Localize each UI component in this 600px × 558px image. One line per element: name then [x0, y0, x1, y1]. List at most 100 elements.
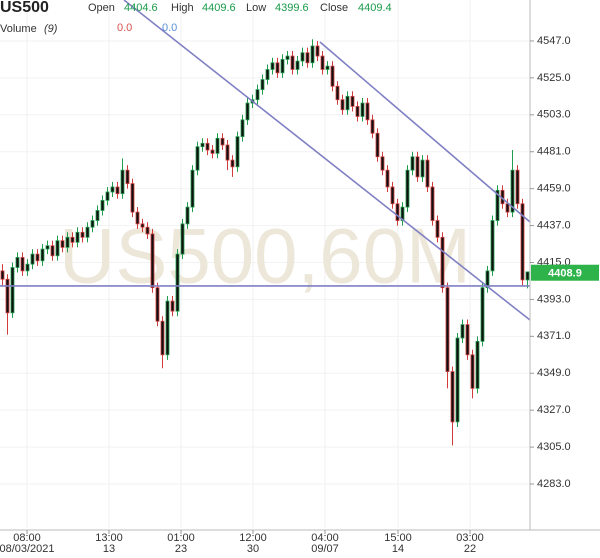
ohlc-value: 4409.4	[358, 2, 392, 14]
candle-body	[160, 320, 165, 356]
y-tick-label: 4283.0	[537, 478, 571, 490]
last-price-badge	[531, 264, 599, 281]
candle-body	[440, 236, 445, 289]
ohlc-label: High	[171, 2, 194, 14]
candle-body	[45, 245, 50, 250]
candle-body	[105, 191, 110, 201]
candle-body	[190, 169, 195, 208]
candle-body	[85, 226, 90, 238]
candle-body	[245, 102, 250, 121]
candle-body	[420, 159, 425, 178]
candle-body	[175, 253, 180, 312]
x-tick-date: 09/07	[311, 543, 339, 555]
y-tick-label: 4305.0	[537, 441, 571, 453]
candle-body	[485, 270, 490, 289]
candle-body	[415, 156, 420, 178]
candle-body	[25, 263, 30, 272]
candle-body	[235, 136, 240, 168]
candle-body	[445, 287, 450, 372]
candle-body	[140, 223, 145, 228]
candle-body	[495, 189, 500, 221]
x-tick-label: 01:00	[167, 532, 195, 544]
candle-body	[280, 59, 285, 74]
candle-body	[320, 55, 325, 70]
candle-body	[90, 220, 95, 228]
candle-body	[480, 287, 485, 342]
y-tick-label: 4371.0	[537, 330, 571, 342]
candle-body	[40, 248, 45, 262]
candle-body	[265, 69, 270, 80]
plot	[0, 0, 531, 446]
ohlc-value: 4399.6	[275, 2, 309, 14]
candle-body	[390, 186, 395, 205]
candle-body	[270, 62, 275, 70]
y-tick-label: 4349.0	[537, 367, 571, 379]
candle-body	[295, 60, 300, 70]
candle-body	[255, 89, 260, 101]
candle-body	[225, 144, 230, 161]
candle-body	[505, 203, 510, 213]
candle-body	[145, 226, 150, 235]
trend-line	[123, 0, 531, 321]
candle-body	[165, 300, 170, 356]
volume-value: 0.0	[117, 22, 132, 34]
x-tick-label: 03:00	[456, 532, 484, 544]
candle-body	[425, 159, 430, 188]
candle-body	[455, 337, 460, 423]
candle-body	[100, 199, 105, 211]
candle-body	[95, 210, 100, 221]
trend-line	[319, 41, 531, 223]
candle-body	[290, 55, 295, 70]
volume-value: 0.0	[162, 22, 177, 34]
candle-body	[170, 300, 175, 312]
candle-body	[430, 186, 435, 221]
candle-body	[375, 132, 380, 158]
x-tick-date: 30	[247, 543, 259, 555]
candle-body	[115, 186, 120, 195]
candle-body	[515, 169, 520, 205]
candle-body	[475, 340, 480, 389]
candle-body	[470, 354, 475, 389]
symbol: US500	[0, 0, 49, 16]
x-tick-date: 22	[464, 543, 476, 555]
candle-body	[240, 119, 245, 138]
candle-body	[185, 206, 190, 225]
candle-body	[410, 156, 415, 171]
candle-body	[260, 79, 265, 91]
grid	[0, 0, 530, 528]
candle-body	[15, 257, 20, 268]
y-tick-label: 4393.0	[537, 293, 571, 305]
ohlc-label: Open	[88, 2, 115, 14]
candle-body	[355, 106, 360, 117]
candle-body	[370, 119, 375, 134]
candle-body	[450, 371, 455, 423]
y-tick-label: 4459.0	[537, 183, 571, 195]
candle-body	[435, 220, 440, 238]
candle-body	[10, 267, 15, 314]
candle-body	[345, 95, 350, 111]
candle-body	[385, 169, 390, 188]
y-tick-label: 4327.0	[537, 404, 571, 416]
candle-body	[5, 278, 10, 314]
candle-body	[130, 183, 135, 213]
candle-body	[380, 156, 385, 171]
candle-body	[395, 203, 400, 221]
candle-body	[220, 137, 225, 146]
candle-body	[335, 85, 340, 101]
candle-body	[315, 45, 320, 57]
candle-body	[55, 240, 60, 257]
x-tick-date: 08/03/2021	[0, 543, 55, 555]
candle-body	[200, 142, 205, 148]
x-tick-label: 08:00	[13, 532, 41, 544]
candle-body	[230, 159, 235, 168]
y-tick-label: 4437.0	[537, 219, 571, 231]
candle-body	[360, 102, 365, 117]
x-tick-label: 15:00	[384, 532, 412, 544]
candle-body	[120, 169, 125, 195]
candle-body	[460, 324, 465, 339]
candle-body	[180, 223, 185, 255]
candle-body	[70, 236, 75, 243]
ohlc-value: 4409.6	[202, 2, 236, 14]
candle-body	[525, 271, 530, 281]
